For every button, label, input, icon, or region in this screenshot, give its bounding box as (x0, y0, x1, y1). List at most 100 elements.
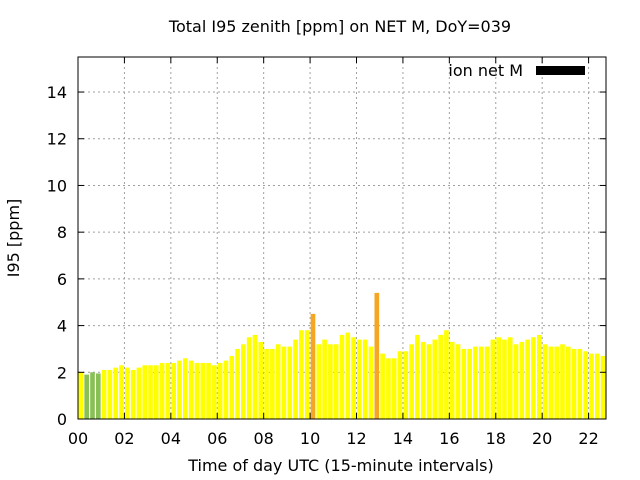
y-tick-label: 10 (47, 176, 67, 195)
bar (600, 355, 606, 419)
bar (397, 351, 403, 419)
bar (171, 362, 177, 419)
bar (235, 348, 240, 419)
bar (241, 344, 246, 419)
bar (322, 339, 327, 419)
x-tick-label: 14 (393, 429, 413, 448)
bar (206, 362, 211, 419)
bar (136, 367, 142, 419)
bar (310, 313, 316, 419)
bar (275, 344, 281, 419)
chart-title: Total I95 zenith [ppm] on NET M, DoY=039 (168, 17, 511, 36)
y-tick-label: 4 (57, 317, 67, 336)
bar (507, 337, 513, 419)
bar (159, 362, 165, 419)
bar (177, 360, 182, 419)
bar (165, 362, 171, 419)
bar (78, 372, 84, 419)
bar (252, 334, 258, 419)
bar (542, 344, 548, 419)
bar (270, 348, 275, 419)
bar (95, 373, 101, 419)
bar (525, 339, 530, 419)
y-tick-label: 6 (57, 270, 67, 289)
bar (484, 346, 490, 419)
y-axis-label: I95 [ppm] (4, 199, 23, 278)
bar (409, 344, 414, 419)
x-tick-label: 06 (207, 429, 227, 448)
bar (473, 346, 478, 419)
bar (455, 344, 461, 419)
bar (345, 332, 351, 419)
bar (386, 358, 391, 419)
bar (420, 341, 426, 419)
bar (246, 337, 252, 419)
x-axis-label: Time of day UTC (15-minute intervals) (187, 456, 494, 475)
bar (391, 358, 397, 419)
bar (293, 339, 298, 419)
x-tick-label: 22 (578, 429, 598, 448)
bar (502, 339, 507, 419)
bar (571, 348, 577, 419)
bar (548, 346, 554, 419)
bar (148, 365, 153, 419)
bar (478, 346, 484, 419)
x-tick-label: 18 (486, 429, 506, 448)
bar (583, 351, 589, 419)
bar (432, 339, 438, 419)
bar (281, 346, 287, 419)
bar (565, 346, 571, 419)
bar (107, 369, 113, 419)
bar (113, 367, 119, 419)
bar (368, 346, 374, 419)
bar (194, 362, 200, 419)
bar (438, 334, 443, 419)
bar (258, 341, 264, 419)
bar (101, 369, 107, 419)
bar (490, 339, 496, 419)
bar (415, 334, 420, 419)
bar (316, 344, 322, 419)
x-tick-label: 20 (532, 429, 552, 448)
y-tick-label: 2 (57, 363, 67, 382)
bar (333, 344, 339, 419)
x-tick-label: 12 (346, 429, 366, 448)
legend: ion net M (448, 61, 585, 80)
bar (380, 353, 385, 419)
bar (84, 374, 90, 419)
bar (183, 358, 188, 419)
bar (351, 337, 356, 419)
x-tick-label: 08 (253, 429, 273, 448)
ticks (77, 57, 606, 420)
x-tick-label: 02 (114, 429, 134, 448)
bar (229, 355, 235, 419)
bar (90, 372, 95, 419)
bar (362, 339, 368, 419)
bar (339, 334, 345, 419)
bars (78, 292, 606, 419)
bar (124, 367, 130, 419)
bar (560, 344, 565, 419)
bar (287, 346, 293, 419)
bar (374, 292, 380, 419)
legend-label: ion net M (448, 61, 523, 80)
legend-swatch (536, 66, 585, 75)
bar (536, 334, 542, 419)
bar (154, 365, 159, 419)
bar (467, 348, 472, 419)
bar (496, 337, 501, 419)
bar (130, 369, 136, 419)
grid (78, 57, 606, 419)
bar (200, 362, 206, 419)
bar (461, 348, 467, 419)
y-tick-label: 12 (47, 130, 67, 149)
bar (357, 339, 362, 419)
bar (142, 365, 148, 419)
bar (594, 353, 600, 419)
bar (589, 353, 594, 419)
bar (212, 365, 217, 419)
bar (403, 351, 409, 419)
bar (577, 348, 583, 419)
